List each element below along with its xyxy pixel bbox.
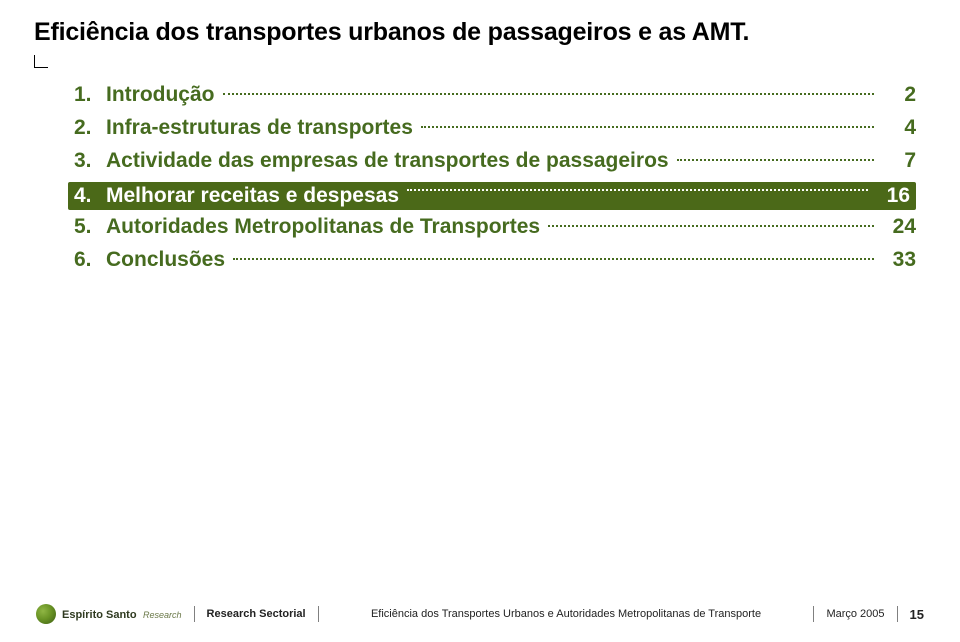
toc-item-page: 2 (882, 83, 916, 107)
footer-separator (318, 606, 319, 622)
toc-row: 3.Actividade das empresas de transportes… (74, 149, 916, 177)
toc-row: 6.Conclusões 33 (74, 248, 916, 276)
logo-subtext: Research (143, 610, 182, 620)
toc-row: 1.Introdução 2 (74, 83, 916, 111)
slide-page: Eficiência dos transportes urbanos de pa… (0, 0, 960, 642)
toc-leader-dots (223, 93, 875, 95)
toc-item-number: 5. (74, 215, 106, 239)
table-of-contents: 1.Introdução 2 2.Infra-estruturas de trans… (34, 83, 916, 276)
footer-doc-title: Eficiência dos Transportes Urbanos e Aut… (331, 608, 802, 620)
toc-item-label: Infra-estruturas de transportes (106, 116, 413, 140)
toc-item-number: 4. (74, 184, 106, 208)
toc-item-page: 16 (876, 184, 910, 208)
toc-leader-dots (407, 189, 868, 191)
toc-item-page: 24 (882, 215, 916, 239)
toc-row: 2.Infra-estruturas de transportes 4 (74, 116, 916, 144)
toc-leader-dots (233, 258, 874, 260)
toc-leader-dots (421, 126, 874, 128)
toc-item-number: 2. (74, 116, 106, 140)
footer-separator (813, 606, 814, 622)
toc-item-number: 1. (74, 83, 106, 107)
toc-item-label: Actividade das empresas de transportes d… (106, 149, 669, 173)
globe-icon (36, 604, 56, 624)
toc-item-page: 4 (882, 116, 916, 140)
toc-item-label: Conclusões (106, 248, 225, 272)
footer-segment: Research Sectorial (207, 608, 306, 620)
toc-leader-dots (677, 159, 874, 161)
toc-item-number: 3. (74, 149, 106, 173)
toc-item-label: Melhorar receitas e despesas (106, 184, 399, 208)
toc-item-label: Introdução (106, 83, 215, 107)
page-title: Eficiência dos transportes urbanos de pa… (34, 18, 916, 47)
toc-row: 5.Autoridades Metropolitanas de Transpor… (74, 215, 916, 243)
title-rule-horizontal (34, 67, 48, 68)
toc-row: 4.Melhorar receitas e despesas 16 (68, 182, 916, 210)
footer-separator (897, 606, 898, 622)
logo-text: Espírito Santo (62, 609, 137, 621)
footer-page-number: 15 (910, 607, 924, 622)
toc-item-page: 7 (882, 149, 916, 173)
toc-item-page: 33 (882, 248, 916, 272)
title-rule-vertical (34, 55, 35, 67)
footer-date: Março 2005 (826, 608, 884, 620)
brand-logo: Espírito Santo Research (36, 604, 182, 624)
toc-item-number: 6. (74, 248, 106, 272)
toc-item-label: Autoridades Metropolitanas de Transporte… (106, 215, 540, 239)
toc-leader-dots (548, 225, 874, 227)
footer: Espírito Santo Research Research Sectori… (0, 604, 960, 624)
footer-separator (194, 606, 195, 622)
